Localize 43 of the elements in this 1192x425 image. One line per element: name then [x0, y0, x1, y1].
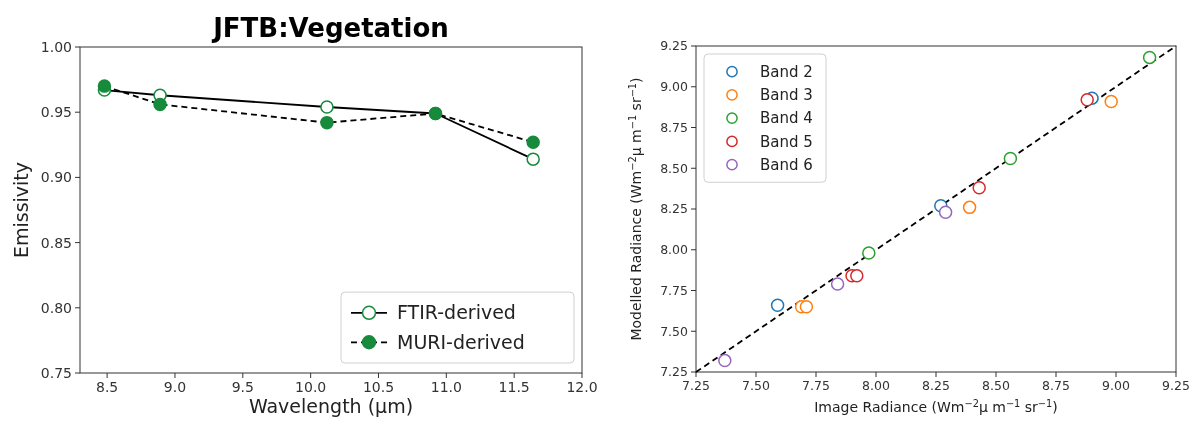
x-tick-label: 8.25: [922, 378, 950, 393]
y-tick-label: 0.95: [40, 104, 72, 121]
y-tick-label: 8.75: [660, 119, 688, 135]
x-tick-label: 9.0: [163, 379, 187, 396]
x-tick-label: 9.00: [1102, 378, 1130, 393]
y-tick-label: 0.85: [40, 234, 72, 251]
x-tick-label: 7.75: [802, 378, 830, 393]
x-tick-label: 10.5: [362, 379, 395, 396]
legend-label: Band 4: [760, 109, 813, 128]
y-tick-label: 8.25: [660, 201, 688, 217]
y-tick-label: 9.00: [660, 79, 689, 95]
y-tick-label: 9.25: [660, 38, 688, 54]
y-tick-label: 7.50: [660, 323, 689, 339]
legend-label: Band 6: [760, 155, 813, 174]
x-axis-title: Wavelength (μm): [248, 395, 414, 417]
x-axis-title: Image Radiance (Wm$^{−2}$μ m$^{−1}$ sr$^{−1}$): [814, 397, 1058, 415]
x-tick-label: 8.5: [96, 379, 119, 396]
x-tick-label: 8.50: [982, 378, 1010, 393]
x-tick-label: 10.0: [295, 379, 327, 396]
legend-label: Band 5: [760, 132, 813, 151]
x-tick-label: 9.5: [231, 379, 254, 396]
legend-label: MURI-derived: [397, 330, 525, 353]
legend-label: Band 3: [760, 86, 813, 105]
x-tick-label: 11.5: [498, 379, 530, 396]
x-tick-label: 7.50: [742, 378, 770, 393]
y-tick-label: 0.75: [40, 364, 72, 381]
x-tick-label: 11.0: [430, 379, 462, 396]
chart-title: JFTB:Vegetation: [211, 13, 449, 43]
y-tick-label: 8.50: [660, 160, 689, 176]
x-tick-label: 9.25: [1162, 378, 1190, 393]
y-tick-label: 7.25: [660, 364, 688, 380]
y-tick-label: 8.00: [660, 242, 689, 258]
y-tick-label: 7.75: [660, 282, 688, 298]
legend-label: FTIR-derived: [397, 301, 516, 324]
x-tick-label: 8.00: [862, 378, 890, 393]
y-tick-label: 0.80: [40, 299, 72, 316]
y-tick-label: 1.00: [40, 38, 72, 55]
y-axis-title: Emissivity: [10, 161, 32, 259]
x-tick-label: 12.0: [566, 379, 598, 396]
x-tick-label: 7.25: [682, 378, 710, 393]
legend-label: Band 2: [760, 62, 813, 81]
x-tick-label: 8.75: [1042, 378, 1070, 393]
y-tick-label: 0.90: [40, 169, 72, 186]
